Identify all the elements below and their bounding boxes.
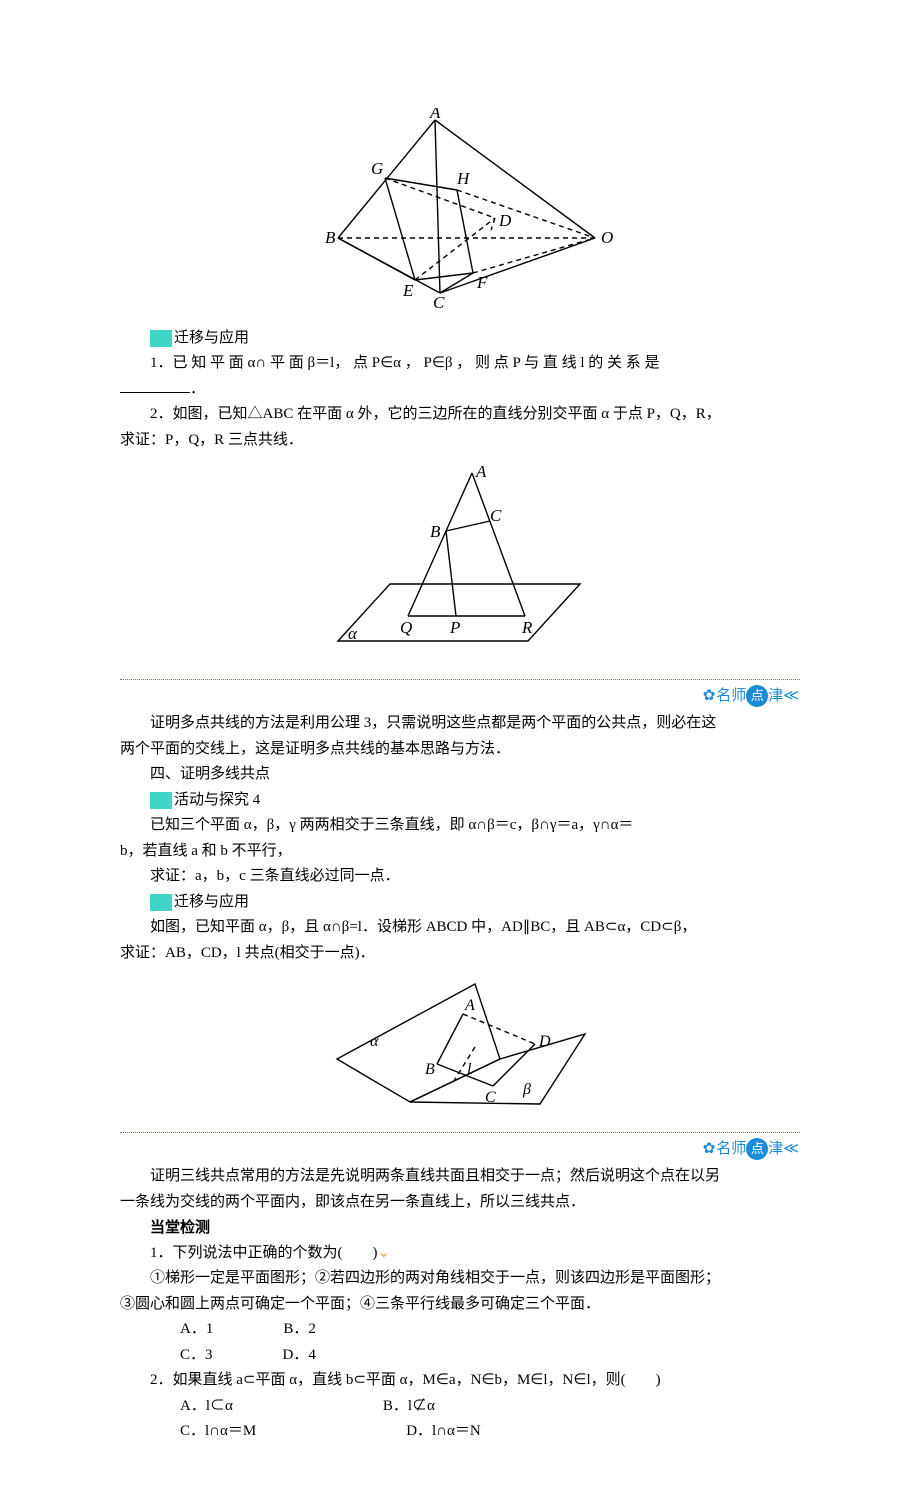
tag-transfer-1: →迁移与应用 [120, 326, 800, 352]
q2-line1: 2．如图，已知△ABC 在平面 α 外，它的三边所在的直线分别交平面 α 于点 … [120, 402, 800, 428]
svg-text:B: B [325, 228, 336, 247]
test-q2: 2．如果直线 a⊂平面 α，直线 b⊂平面 α，M∈a，N∈b，M∈l，N∈l，… [120, 1368, 800, 1394]
svg-text:P: P [449, 618, 460, 637]
test-q1s2: ③圆心和圆上两点可确定一个平面；④三条平行线最多可确定三个平面． [120, 1292, 800, 1318]
sec2-p1b: b，若直线 a 和 b 不平行， [120, 839, 800, 865]
svg-text:A: A [429, 108, 441, 122]
test-heading: 当堂检测 [120, 1215, 800, 1241]
svg-text:β: β [522, 1081, 531, 1098]
svg-text:B: B [430, 522, 441, 541]
figure-plane-triangle: A B C Q P R α [120, 461, 800, 671]
figure-tetrahedron: A B C O G H D E F [120, 108, 800, 318]
divider-1 [120, 679, 800, 680]
svg-text:H: H [456, 169, 471, 188]
para2-l2: 一条线为交线的两个平面内，即该点在另一条直线上，所以三线共点． [120, 1190, 800, 1216]
svg-text:D: D [498, 211, 512, 230]
svg-text:E: E [402, 281, 414, 300]
svg-text:α: α [370, 1033, 379, 1050]
test-q2-opts-ab: A．l⊂αB．l⊄α [120, 1394, 800, 1420]
sec2-p2: 求证：a，b，c 三条直线必过同一点． [120, 864, 800, 890]
svg-text:C: C [485, 1089, 496, 1106]
svg-text:R: R [521, 618, 533, 637]
marker-icon: ⌄ [378, 1245, 391, 1261]
svg-text:C: C [433, 293, 445, 308]
arrow-icon: → [150, 792, 172, 809]
sec3-p1a: 如图，已知平面 α，β，且 α∩β=l．设梯形 ABCD 中，AD∥BC，且 A… [120, 915, 800, 941]
para1-l2: 两个平面的交线上，这是证明多点共线的基本思路与方法． [120, 737, 800, 763]
test-q2-opts-cd: C．l∩α＝MD．l∩α＝N [120, 1419, 800, 1445]
test-q1-opts-cd: C．3D．4 [120, 1343, 800, 1369]
figure-two-planes: α β A B C D l [120, 974, 800, 1124]
q1-line1: 1．已 知 平 面 α∩ 平 面 β＝l， 点 P∈α ， P∈β ， 则 点 … [120, 351, 800, 377]
sec3-p1b: 求证：AB，CD，l 共点(相交于一点)． [120, 941, 800, 967]
svg-text:A: A [475, 462, 487, 481]
svg-text:G: G [371, 159, 383, 178]
svg-text:O: O [601, 228, 613, 247]
test-q1-opts-ab: A．1B．2 [120, 1317, 800, 1343]
svg-text:D: D [538, 1033, 551, 1050]
q2-line2: 求证：P，Q，R 三点共线． [120, 428, 800, 454]
svg-text:C: C [490, 506, 502, 525]
arrow-icon: → [150, 894, 172, 911]
sec2-h: 四、证明多线共点 [120, 762, 800, 788]
para1-l1: 证明多点共线的方法是利用公理 3，只需说明这些点都是两个平面的公共点，则必在这 [120, 711, 800, 737]
arrow-icon: → [150, 330, 172, 347]
svg-text:α: α [348, 624, 358, 643]
svg-text:B: B [425, 1061, 435, 1078]
test-q1: 1．下列说法中正确的个数为( )⌄ [120, 1241, 800, 1267]
svg-text:l: l [467, 1061, 472, 1078]
q1-line2: ． [120, 377, 800, 403]
svg-text:F: F [476, 273, 488, 292]
badge-2: ✿名师点津≪ [120, 1137, 800, 1163]
svg-text:A: A [464, 997, 475, 1014]
test-q1s1: ①梯形一定是平面图形；②若四边形的两对角线相交于一点，则该四边形是平面图形； [120, 1266, 800, 1292]
para2-l1: 证明三线共点常用的方法是先说明两条直线共面且相交于一点；然后说明这个点在以另 [120, 1164, 800, 1190]
svg-text:Q: Q [400, 618, 412, 637]
badge-1: ✿名师点津≪ [120, 684, 800, 710]
divider-2 [120, 1132, 800, 1133]
tag-activity: →活动与探究 4 [120, 788, 800, 814]
tag-transfer-2: →迁移与应用 [120, 890, 800, 916]
sec2-p1a: 已知三个平面 α，β，γ 两两相交于三条直线，即 α∩β＝c，β∩γ＝a，γ∩α… [120, 813, 800, 839]
